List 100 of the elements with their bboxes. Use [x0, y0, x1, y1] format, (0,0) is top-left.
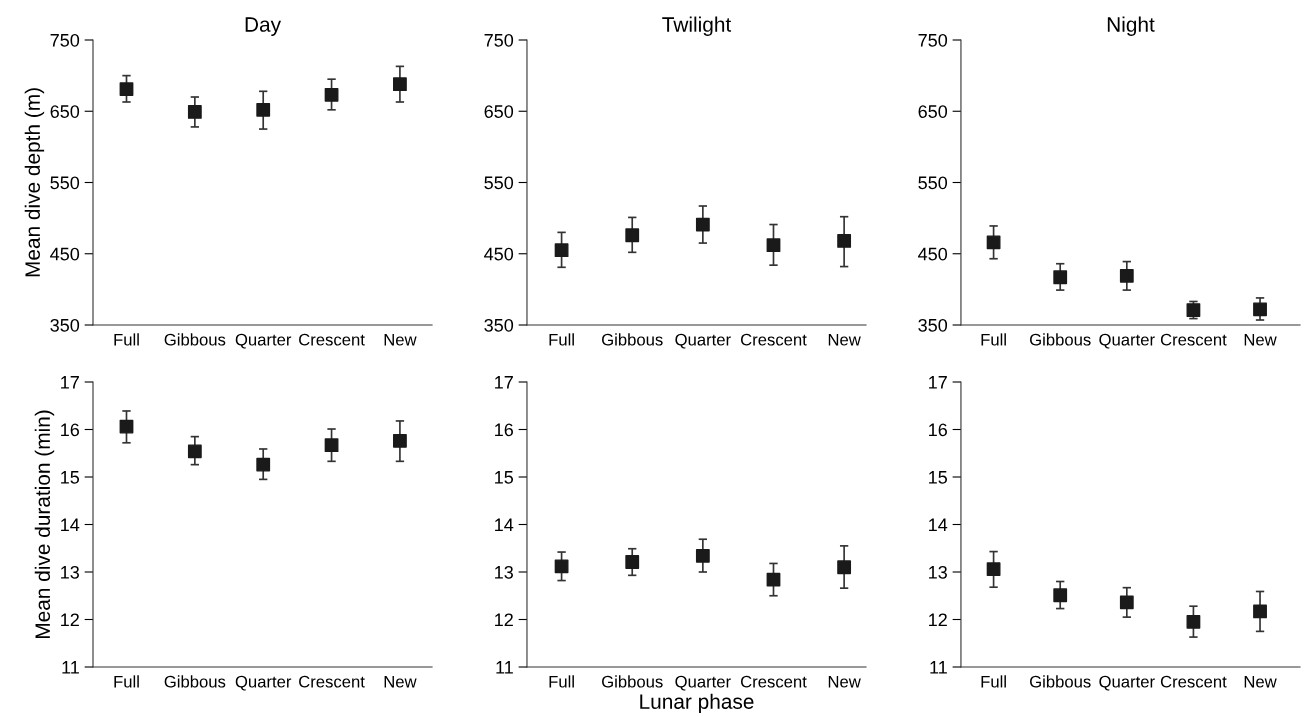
- y-tick-label: 450: [918, 247, 948, 261]
- y-tick-label: 17: [929, 376, 947, 389]
- y-tick-label: 550: [50, 176, 80, 190]
- y-tick-label: 14: [495, 518, 514, 532]
- y-tick-label: 17: [61, 376, 79, 389]
- x-tick-label: Quarter: [1099, 333, 1155, 349]
- x-tick-label: Full: [114, 675, 139, 688]
- x-tick-label: Quarter: [675, 675, 731, 691]
- y-tick-label: 16: [495, 423, 513, 437]
- y-axis-title: Mean dive duration (min): [34, 410, 55, 638]
- point: [695, 217, 710, 232]
- y-axis-title: Mean dive depth (m): [24, 88, 45, 277]
- y-tick-label: 750: [918, 33, 948, 47]
- chart-title: Day: [245, 17, 282, 36]
- x-tick-label: Gibbous: [164, 333, 226, 346]
- x-tick-label: New: [828, 675, 861, 688]
- point: [187, 444, 202, 459]
- point: [554, 243, 569, 258]
- x-tick-label: Gibbous: [1030, 333, 1091, 346]
- chart-title: Night: [1107, 16, 1155, 36]
- y-tick-label: 550: [918, 176, 948, 190]
- y-tick-label: 12: [495, 613, 513, 627]
- y-tick-label: 450: [484, 247, 514, 261]
- y-tick-label: 350: [484, 318, 514, 332]
- x-tick-label: New: [1244, 333, 1277, 346]
- x-tick-label: Crescent: [299, 333, 365, 346]
- point: [1119, 595, 1134, 610]
- x-tick-label: New: [384, 333, 417, 346]
- point: [1253, 604, 1267, 619]
- point: [1053, 270, 1068, 285]
- y-tick-label: 12: [61, 613, 79, 627]
- chart-title: Twilight: [662, 16, 732, 36]
- x-tick-label: Crescent: [1160, 333, 1227, 346]
- x-tick-label: Quarter: [235, 675, 292, 691]
- point: [625, 228, 640, 243]
- y-tick-label: 750: [484, 33, 514, 47]
- point: [837, 234, 852, 248]
- x-tick-label: Full: [981, 333, 1006, 346]
- y-tick-label: 650: [918, 105, 948, 118]
- point: [1119, 268, 1134, 283]
- x-axis-title: Lunar phase: [640, 693, 754, 714]
- x-tick-label: New: [384, 675, 417, 688]
- point: [1186, 614, 1201, 629]
- x-tick-label: Quarter: [675, 333, 731, 349]
- x-tick-label: Gibbous: [602, 333, 663, 346]
- y-tick-label: 15: [929, 471, 948, 484]
- x-tick-label: Full: [114, 333, 139, 346]
- x-tick-label: Gibbous: [602, 675, 663, 688]
- x-tick-label: Full: [549, 333, 574, 346]
- y-tick-label: 13: [929, 565, 947, 579]
- point: [393, 77, 407, 92]
- point: [119, 419, 134, 434]
- x-tick-label: Quarter: [1099, 675, 1155, 691]
- x-tick-label: Quarter: [235, 333, 292, 349]
- point: [324, 438, 339, 453]
- point: [766, 238, 781, 253]
- y-tick-label: 16: [61, 423, 80, 437]
- y-tick-label: 16: [929, 423, 947, 437]
- y-tick-label: 11: [496, 661, 513, 674]
- y-tick-label: 14: [929, 518, 948, 532]
- y-tick-label: 14: [61, 518, 80, 532]
- x-tick-label: Crescent: [740, 333, 807, 346]
- x-tick-label: New: [828, 333, 861, 346]
- point: [554, 559, 569, 574]
- point: [695, 548, 710, 563]
- y-tick-label: 650: [50, 105, 80, 118]
- y-tick-label: 350: [918, 318, 948, 332]
- x-tick-label: Crescent: [1160, 675, 1227, 688]
- x-tick-label: Full: [981, 675, 1006, 688]
- y-tick-label: 13: [61, 565, 80, 579]
- y-tick-label: 750: [50, 33, 80, 47]
- x-tick-label: Gibbous: [164, 675, 226, 688]
- point: [393, 433, 407, 448]
- point: [986, 562, 1001, 577]
- y-tick-label: 13: [495, 565, 513, 579]
- point: [837, 560, 852, 575]
- x-tick-label: Full: [549, 675, 574, 688]
- y-tick-label: 550: [484, 176, 514, 190]
- y-tick-label: 15: [495, 471, 514, 484]
- y-tick-label: 11: [930, 661, 947, 674]
- y-tick-label: 15: [61, 471, 80, 484]
- point: [625, 555, 640, 569]
- x-tick-label: New: [1244, 675, 1277, 688]
- x-tick-label: Crescent: [740, 675, 807, 688]
- y-tick-label: 450: [50, 247, 80, 261]
- point: [1253, 302, 1267, 317]
- point: [187, 105, 202, 119]
- point: [766, 572, 781, 587]
- y-tick-label: 12: [929, 613, 947, 627]
- x-tick-label: Crescent: [299, 675, 365, 688]
- y-tick-label: 17: [495, 376, 513, 389]
- y-tick-label: 11: [62, 661, 79, 674]
- point: [256, 457, 271, 472]
- x-tick-label: Gibbous: [1030, 675, 1091, 688]
- point: [256, 102, 271, 117]
- point: [986, 235, 1001, 250]
- y-tick-label: 350: [50, 318, 80, 332]
- point: [324, 87, 339, 102]
- point: [119, 82, 134, 97]
- y-tick-label: 650: [484, 105, 514, 118]
